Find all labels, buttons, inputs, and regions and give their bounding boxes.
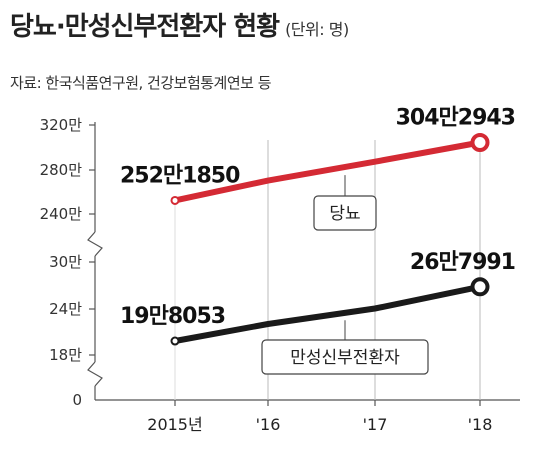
start-value-label: 19만8053	[120, 304, 225, 329]
series-line	[172, 139, 483, 204]
series-name-box	[313, 195, 377, 231]
y-tick-label: 30만	[49, 253, 82, 271]
end-point	[470, 277, 490, 297]
series-name-label: 만성신부전환자	[290, 348, 400, 368]
y-tick-label: 18만	[49, 346, 82, 364]
start-point	[170, 336, 180, 346]
x-tick-label: '17	[363, 415, 388, 434]
series-line	[172, 283, 483, 344]
series-name-label: 당뇨	[329, 204, 360, 224]
end-value-label: 304만2943	[396, 105, 515, 130]
axis-break-upper	[87, 231, 103, 257]
y-tick-label: 280만	[40, 161, 83, 179]
x-tick-label: '18	[468, 415, 493, 434]
y-tick-label: 24만	[49, 300, 82, 318]
y-tick-label: 0	[72, 391, 82, 409]
source-note: 자료: 한국식품연구원, 건강보험통계연보 등	[10, 74, 272, 92]
ticks: 320만 280만 240만 30만 24만 18만 0 2015년 '16 '17 '18	[40, 116, 493, 434]
axis-break-lower	[87, 361, 103, 387]
x-tick-label: '16	[256, 415, 281, 434]
title-block: 당뇨·만성신부전환자 현황 (단위: 명)	[10, 6, 535, 43]
unit-label: (단위: 명)	[285, 20, 349, 39]
series-name-box	[261, 339, 429, 375]
y-tick-label: 240만	[40, 205, 83, 223]
labels-layer: 252만1850 304만2943 당뇨 19만8053 26만7991 만성신부전환자	[120, 105, 516, 375]
series-layer	[170, 132, 490, 346]
x-tick-label: 2015년	[147, 415, 202, 434]
y-tick-label: 320만	[40, 116, 83, 134]
start-point	[170, 195, 180, 205]
start-value-label: 252만1850	[120, 163, 240, 188]
end-value-label: 26만7991	[410, 250, 515, 275]
chart-title: 당뇨·만성신부전환자 현황	[10, 12, 280, 42]
end-point	[470, 132, 490, 152]
